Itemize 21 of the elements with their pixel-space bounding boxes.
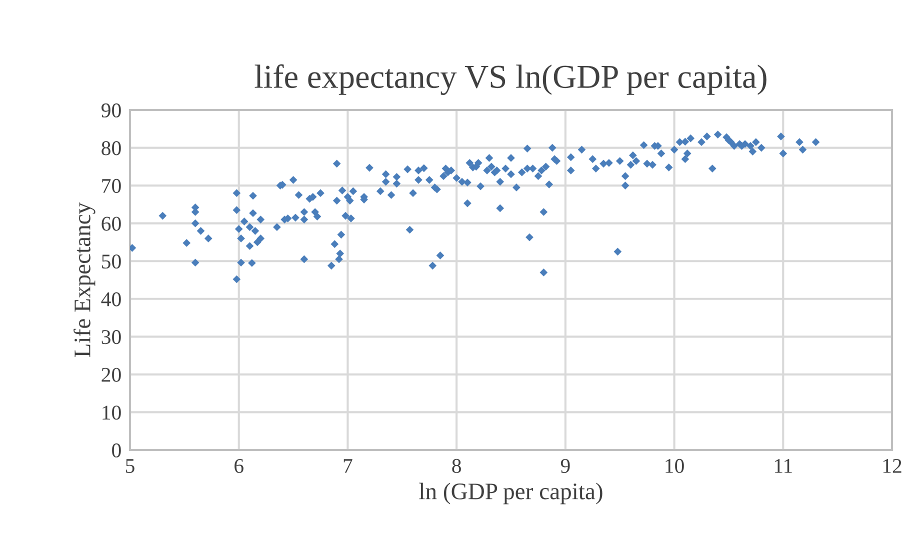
y-tick-label: 20: [102, 368, 121, 382]
y-tick-label: 10: [102, 406, 121, 420]
y-tick-label: 90: [102, 103, 121, 118]
x-tick-label: 8: [452, 458, 461, 473]
y-tick-label: 60: [102, 216, 121, 231]
x-tick-label: 5: [126, 459, 134, 473]
chart-title: life expectancy VS ln(GDP per capita): [254, 64, 766, 95]
y-tick-label: 50: [102, 254, 121, 269]
x-axis-title: ln (GDP per capita): [419, 482, 602, 504]
y-axis-title: Life Expectancy: [74, 202, 96, 357]
x-tick-label: 6: [234, 458, 244, 473]
x-tick-label: 7: [344, 459, 352, 473]
y-tick-label: 70: [102, 178, 121, 193]
x-tick-label: 10: [666, 458, 684, 473]
y-tick-label: 40: [101, 292, 121, 306]
y-tick-label: 80: [102, 141, 121, 156]
y-tick-label: 0: [112, 443, 121, 458]
x-tick-label: 9: [560, 458, 570, 473]
x-tick-label: 12: [883, 458, 902, 473]
y-tick-label: 30: [102, 330, 121, 344]
x-tick-label: 11: [774, 459, 792, 473]
